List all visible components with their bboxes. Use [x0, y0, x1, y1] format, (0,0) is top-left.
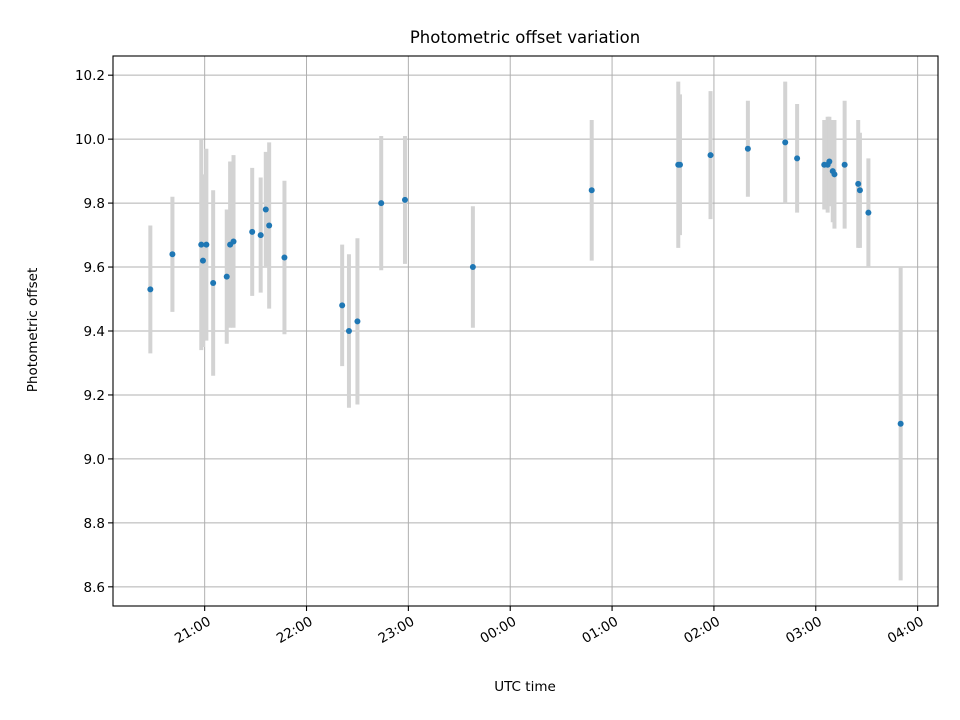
- grid-layer: [113, 56, 938, 606]
- data-point: [230, 238, 237, 245]
- data-points: [147, 139, 904, 427]
- y-tick-label: 10.0: [75, 132, 105, 148]
- data-point: [345, 328, 352, 334]
- x-tick-label: 21:00: [172, 614, 214, 647]
- y-tick-label: 8.6: [84, 580, 105, 596]
- data-point: [203, 241, 210, 248]
- data-point: [782, 139, 789, 146]
- data-point: [897, 420, 904, 427]
- y-tick-label: 9.0: [84, 452, 105, 468]
- data-point: [831, 171, 838, 178]
- y-tick-label: 8.8: [84, 516, 105, 532]
- y-tick-label: 10.2: [75, 68, 105, 84]
- chart-title: Photometric offset variation: [410, 28, 640, 47]
- x-tick-label: 22:00: [274, 614, 316, 647]
- x-tick-label: 00:00: [478, 614, 520, 647]
- data-point: [865, 209, 872, 216]
- x-tick-label: 23:00: [376, 614, 418, 647]
- data-point: [262, 206, 269, 213]
- data-point: [744, 145, 751, 152]
- data-point: [223, 273, 230, 280]
- x-tick-label: 01:00: [579, 614, 621, 647]
- data-point: [378, 200, 385, 207]
- data-point: [199, 257, 206, 264]
- x-tick-label: 02:00: [681, 614, 723, 647]
- data-point: [198, 241, 205, 248]
- y-tick-label: 9.4: [84, 324, 105, 340]
- data-point: [794, 155, 801, 162]
- x-tick-label: 04:00: [885, 614, 927, 647]
- data-point: [249, 228, 256, 235]
- y-tick-label: 9.6: [84, 260, 105, 276]
- data-point: [588, 187, 595, 194]
- x-axis-label: UTC time: [494, 679, 556, 695]
- x-tick-label: 03:00: [783, 614, 825, 647]
- y-axis-label: Photometric offset: [25, 268, 41, 392]
- data-point: [169, 251, 176, 258]
- y-tick-label: 9.2: [84, 388, 105, 404]
- data-point: [339, 302, 346, 309]
- data-point: [707, 152, 714, 159]
- data-point: [354, 318, 361, 325]
- data-point: [469, 264, 476, 271]
- data-point: [676, 161, 683, 168]
- y-tick-label: 9.8: [84, 196, 105, 212]
- data-point: [855, 180, 862, 187]
- data-point: [401, 196, 408, 203]
- data-point: [826, 158, 833, 165]
- data-point: [257, 232, 264, 239]
- data-point: [210, 280, 217, 287]
- data-point: [281, 254, 288, 261]
- data-point: [147, 286, 154, 293]
- data-point: [266, 222, 273, 229]
- data-point: [856, 187, 863, 194]
- data-point: [841, 161, 848, 168]
